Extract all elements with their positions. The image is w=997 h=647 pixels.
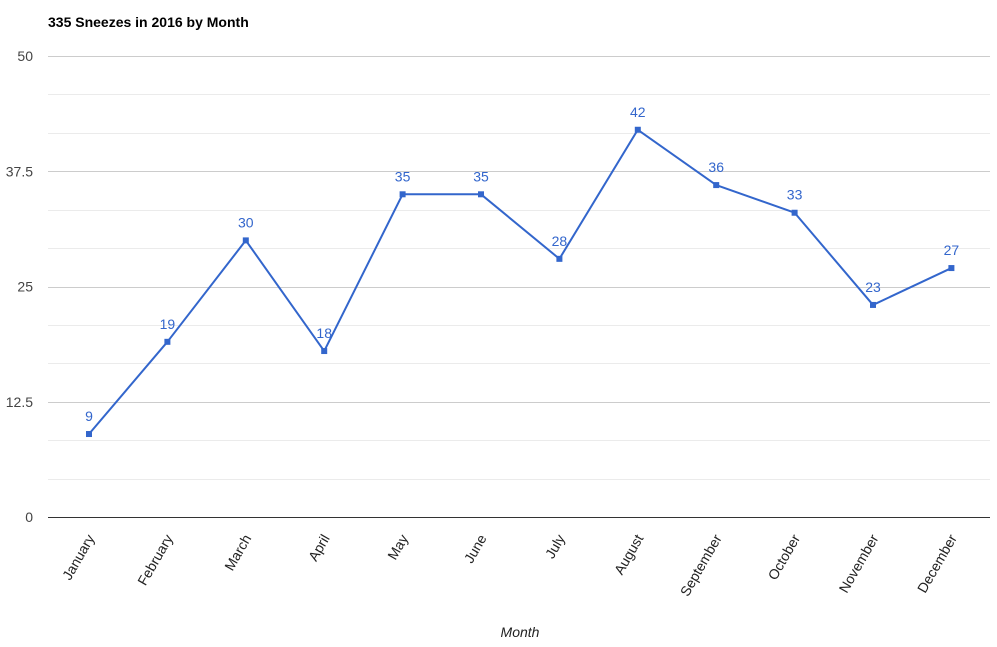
- x-tick-label: September: [677, 531, 725, 599]
- data-point: [242, 237, 249, 244]
- data-point: [321, 348, 328, 355]
- data-label: 35: [473, 168, 489, 184]
- data-point: [86, 431, 92, 438]
- x-tick-label: January: [59, 532, 98, 583]
- data-point: [791, 209, 798, 216]
- data-label: 9: [85, 408, 93, 424]
- y-tick-label: 12.5: [6, 394, 33, 410]
- major-gridlines: [48, 56, 990, 403]
- series-markers: [86, 126, 955, 438]
- data-point: [556, 255, 563, 262]
- data-label: 30: [238, 214, 254, 230]
- data-label: 28: [552, 233, 568, 249]
- x-tick-label: August: [611, 531, 647, 577]
- data-label: 36: [708, 159, 724, 175]
- data-label: 19: [160, 316, 176, 332]
- x-axis-tick-labels: January February March April May June July Augu…: [59, 531, 960, 599]
- y-tick-label: 25: [17, 279, 33, 295]
- x-tick-label: July: [542, 532, 568, 562]
- y-tick-label: 0: [25, 509, 33, 525]
- y-axis-tick-labels: 0 12.5 25 37.5 50: [6, 48, 33, 525]
- data-point: [634, 126, 641, 133]
- data-point: [870, 301, 876, 308]
- x-tick-label: October: [764, 531, 803, 582]
- series-line: [88, 128, 952, 435]
- data-point: [399, 191, 406, 198]
- x-tick-label: March: [221, 532, 254, 574]
- x-axis-title: Month: [501, 624, 540, 640]
- data-label: 35: [395, 168, 411, 184]
- y-tick-label: 37.5: [6, 163, 33, 179]
- x-tick-label: November: [835, 531, 881, 595]
- minor-gridlines: [48, 94, 990, 480]
- data-point: [948, 265, 955, 272]
- data-point: [713, 182, 720, 189]
- x-tick-label: April: [305, 532, 333, 564]
- data-point: [164, 338, 171, 345]
- x-tick-label: June: [461, 531, 490, 565]
- chart-title: 335 Sneezes in 2016 by Month: [48, 14, 249, 30]
- data-label: 33: [787, 187, 803, 203]
- data-point: [478, 191, 484, 198]
- x-tick-label: December: [914, 531, 960, 595]
- y-tick-label: 50: [17, 48, 33, 64]
- data-label: 42: [630, 104, 646, 120]
- data-label: 23: [865, 279, 881, 295]
- data-label: 18: [316, 325, 332, 341]
- x-tick-label: May: [384, 532, 411, 563]
- data-labels: 9 19 30 18 35 35 28 42 36 33 23 27: [85, 104, 959, 424]
- x-tick-label: February: [134, 532, 176, 589]
- data-label: 27: [944, 242, 960, 258]
